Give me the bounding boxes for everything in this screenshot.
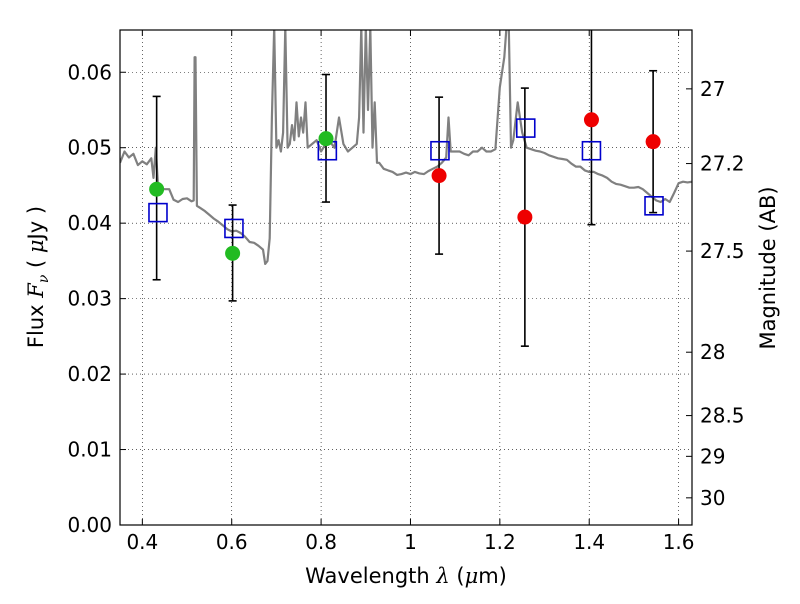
observed-point-marker [431,168,447,184]
observed-point-marker [318,131,334,147]
model-point-marker [430,140,450,161]
y-axis-title: Flux Fν ( μJy ) [24,206,52,348]
right-axis-title: Magnitude (AB) [756,186,780,349]
x-axis-title: Wavelength λ (μm) [305,564,507,588]
x-tick-label: 1.2 [484,530,516,554]
y-tick-label: 0.00 [67,513,112,537]
model-point-marker [515,118,536,138]
y-tick-label: 0.02 [67,362,112,386]
observed-point-marker [149,181,165,197]
right-tick-label: 29 [700,444,725,468]
y-tick-label: 0.05 [67,136,112,160]
observed-point-marker [645,134,661,150]
right-tick-label: 27.5 [700,239,745,263]
right-tick-label: 27.2 [700,152,745,176]
model-point-marker [644,196,664,216]
right-tick-label: 28.5 [700,404,745,428]
plot-background [120,30,692,525]
x-tick-label: 0.6 [216,530,248,554]
x-tick-label: 1 [404,530,417,554]
x-tick-label: 0.4 [126,530,158,554]
observed-point-marker [583,112,599,128]
x-tick-label: 1.6 [663,530,695,554]
y-tick-label: 0.01 [67,438,112,462]
y-tick-label: 0.06 [67,60,112,84]
observed-point-marker [517,209,533,225]
right-tick-label: 27 [700,77,725,101]
plot-frame [119,29,693,526]
right-tick-label: 30 [700,486,725,510]
model-point-marker [148,202,168,223]
model-point-marker [224,218,244,239]
axes: 0.4 0.6 0.8 1 1.2 1.4 1.6 0.00 0.01 0.02 0.03 0.04 0… [67,30,745,554]
observed-point-marker [225,245,241,261]
model-point-marker [581,140,602,161]
data-layer [120,30,692,347]
x-tick-label: 0.8 [305,530,337,554]
right-tick-label: 28 [700,340,725,364]
model-spectrum-line [120,30,692,265]
y-tick-label: 0.03 [67,287,112,311]
x-tick-label: 1.4 [573,530,605,554]
y-tick-label: 0.04 [67,211,112,235]
